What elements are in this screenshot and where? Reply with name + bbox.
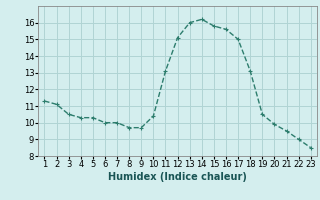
X-axis label: Humidex (Indice chaleur): Humidex (Indice chaleur): [108, 172, 247, 182]
